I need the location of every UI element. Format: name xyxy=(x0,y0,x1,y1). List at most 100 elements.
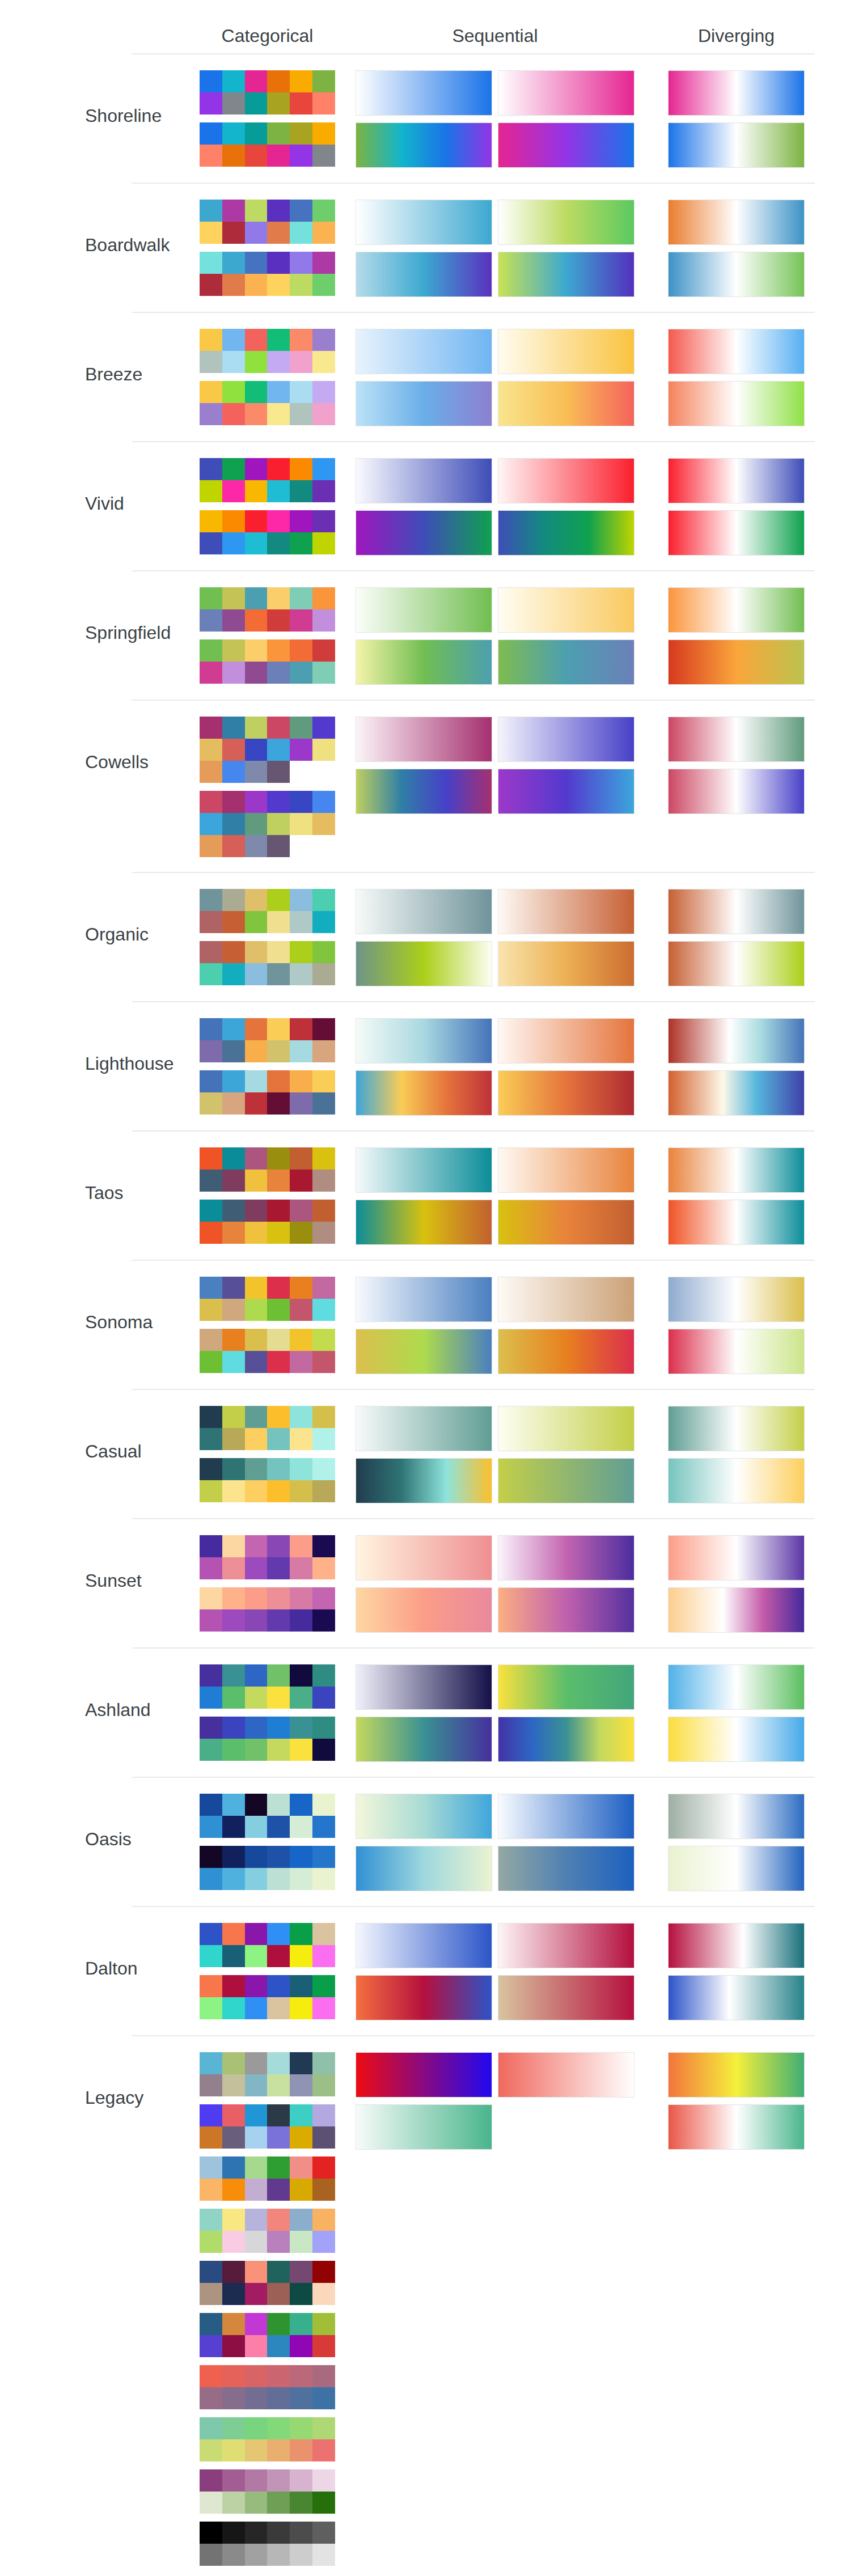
sequential-gradient-bar[interactable] xyxy=(498,941,634,986)
sequential-gradient-bar[interactable] xyxy=(356,717,492,762)
sequential-gradient-bar[interactable] xyxy=(498,1277,634,1322)
diverging-gradient-bar[interactable] xyxy=(668,2104,805,2150)
categorical-palette[interactable] xyxy=(200,1147,335,1192)
categorical-palette[interactable] xyxy=(200,791,335,857)
categorical-palette[interactable] xyxy=(200,200,335,244)
diverging-gradient-bar[interactable] xyxy=(668,1975,805,2020)
categorical-palette[interactable] xyxy=(200,587,335,632)
categorical-palette[interactable] xyxy=(200,1535,335,1579)
sequential-gradient-bar[interactable] xyxy=(498,458,634,503)
diverging-gradient-bar[interactable] xyxy=(668,941,805,986)
sequential-gradient-bar[interactable] xyxy=(356,769,492,814)
categorical-palette[interactable] xyxy=(200,510,335,554)
diverging-gradient-bar[interactable] xyxy=(668,639,805,685)
categorical-palette[interactable] xyxy=(200,1329,335,1373)
sequential-gradient-bar[interactable] xyxy=(498,510,634,556)
sequential-gradient-bar[interactable] xyxy=(356,1277,492,1322)
diverging-gradient-bar[interactable] xyxy=(668,1277,805,1322)
sequential-gradient-bar[interactable] xyxy=(498,1070,634,1116)
sequential-gradient-bar[interactable] xyxy=(356,70,492,116)
categorical-palette[interactable] xyxy=(200,2365,335,2409)
sequential-gradient-bar[interactable] xyxy=(356,1070,492,1116)
sequential-gradient-bar[interactable] xyxy=(356,1458,492,1503)
categorical-palette[interactable] xyxy=(200,2417,335,2461)
sequential-gradient-bar[interactable] xyxy=(356,587,492,633)
categorical-palette[interactable] xyxy=(200,1923,335,1967)
categorical-palette[interactable] xyxy=(200,1277,335,1321)
sequential-gradient-bar[interactable] xyxy=(498,200,634,245)
sequential-gradient-bar[interactable] xyxy=(498,1147,634,1193)
sequential-gradient-bar[interactable] xyxy=(498,889,634,934)
diverging-gradient-bar[interactable] xyxy=(668,2052,805,2098)
sequential-gradient-bar[interactable] xyxy=(498,381,634,426)
diverging-gradient-bar[interactable] xyxy=(668,1147,805,1193)
sequential-gradient-bar[interactable] xyxy=(356,1018,492,1064)
sequential-gradient-bar[interactable] xyxy=(356,1923,492,1968)
diverging-gradient-bar[interactable] xyxy=(668,1018,805,1064)
categorical-palette[interactable] xyxy=(200,2209,335,2253)
sequential-gradient-bar[interactable] xyxy=(356,1147,492,1193)
categorical-palette[interactable] xyxy=(200,1975,335,2019)
sequential-gradient-bar[interactable] xyxy=(498,1794,634,1839)
sequential-gradient-bar[interactable] xyxy=(498,1923,634,1968)
diverging-gradient-bar[interactable] xyxy=(668,1458,805,1503)
sequential-gradient-bar[interactable] xyxy=(498,587,634,633)
sequential-gradient-bar[interactable] xyxy=(356,200,492,245)
sequential-gradient-bar[interactable] xyxy=(356,510,492,556)
diverging-gradient-bar[interactable] xyxy=(668,1717,805,1762)
categorical-palette[interactable] xyxy=(200,329,335,373)
diverging-gradient-bar[interactable] xyxy=(668,1070,805,1116)
categorical-palette[interactable] xyxy=(200,1458,335,1502)
diverging-gradient-bar[interactable] xyxy=(668,458,805,503)
sequential-gradient-bar[interactable] xyxy=(498,70,634,116)
categorical-palette[interactable] xyxy=(200,1200,335,1244)
diverging-gradient-bar[interactable] xyxy=(668,1846,805,1891)
sequential-gradient-bar[interactable] xyxy=(498,1664,634,1710)
categorical-palette[interactable] xyxy=(200,2313,335,2357)
sequential-gradient-bar[interactable] xyxy=(356,1717,492,1762)
categorical-palette[interactable] xyxy=(200,2104,335,2149)
diverging-gradient-bar[interactable] xyxy=(668,1587,805,1633)
diverging-gradient-bar[interactable] xyxy=(668,889,805,934)
sequential-gradient-bar[interactable] xyxy=(498,1975,634,2020)
sequential-gradient-bar[interactable] xyxy=(498,1018,634,1064)
sequential-gradient-bar[interactable] xyxy=(356,458,492,503)
sequential-gradient-bar[interactable] xyxy=(356,1794,492,1839)
diverging-gradient-bar[interactable] xyxy=(668,1200,805,1245)
sequential-gradient-bar[interactable] xyxy=(498,2052,634,2098)
diverging-gradient-bar[interactable] xyxy=(668,381,805,426)
categorical-palette[interactable] xyxy=(200,2156,335,2201)
diverging-gradient-bar[interactable] xyxy=(668,1535,805,1581)
sequential-gradient-bar[interactable] xyxy=(498,1717,634,1762)
sequential-gradient-bar[interactable] xyxy=(356,2052,492,2098)
categorical-palette[interactable] xyxy=(200,2261,335,2305)
diverging-gradient-bar[interactable] xyxy=(668,769,805,814)
categorical-palette[interactable] xyxy=(200,1406,335,1450)
sequential-gradient-bar[interactable] xyxy=(498,717,634,762)
categorical-palette[interactable] xyxy=(200,381,335,425)
sequential-gradient-bar[interactable] xyxy=(356,1406,492,1451)
categorical-palette[interactable] xyxy=(200,70,335,115)
sequential-gradient-bar[interactable] xyxy=(498,769,634,814)
sequential-gradient-bar[interactable] xyxy=(356,941,492,986)
categorical-palette[interactable] xyxy=(200,252,335,296)
sequential-gradient-bar[interactable] xyxy=(498,1458,634,1503)
sequential-gradient-bar[interactable] xyxy=(356,1587,492,1633)
sequential-gradient-bar[interactable] xyxy=(356,1846,492,1891)
diverging-gradient-bar[interactable] xyxy=(668,1406,805,1451)
categorical-palette[interactable] xyxy=(200,1070,335,1115)
diverging-gradient-bar[interactable] xyxy=(668,329,805,374)
sequential-gradient-bar[interactable] xyxy=(498,252,634,297)
categorical-palette[interactable] xyxy=(200,2052,335,2096)
categorical-palette[interactable] xyxy=(200,1018,335,1062)
categorical-palette[interactable] xyxy=(200,717,335,783)
diverging-gradient-bar[interactable] xyxy=(668,1794,805,1839)
sequential-gradient-bar[interactable] xyxy=(356,381,492,426)
sequential-gradient-bar[interactable] xyxy=(498,1200,634,1245)
categorical-palette[interactable] xyxy=(200,1794,335,1838)
categorical-palette[interactable] xyxy=(200,122,335,167)
sequential-gradient-bar[interactable] xyxy=(356,889,492,934)
diverging-gradient-bar[interactable] xyxy=(668,1664,805,1710)
sequential-gradient-bar[interactable] xyxy=(498,639,634,685)
diverging-gradient-bar[interactable] xyxy=(668,717,805,762)
